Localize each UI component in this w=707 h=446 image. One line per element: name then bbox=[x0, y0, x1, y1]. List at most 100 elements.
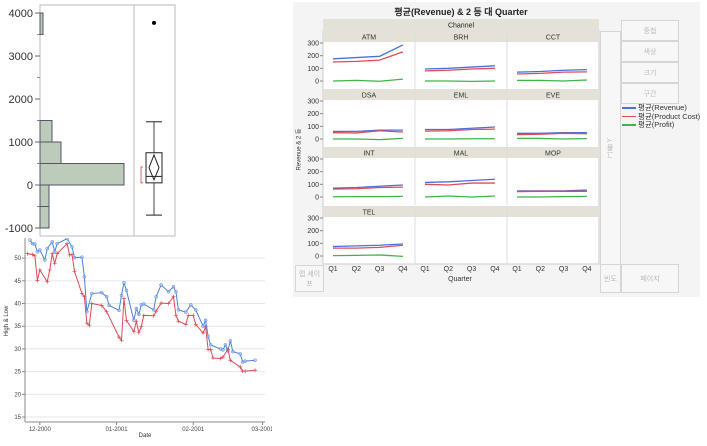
series-line bbox=[425, 126, 495, 131]
outlier-point bbox=[152, 20, 156, 25]
legend-label: 평균(Revenue) bbox=[638, 103, 687, 112]
data-point bbox=[253, 358, 257, 363]
x-tick-label: 12-2000 bbox=[29, 427, 52, 433]
facet-label-cct: CCT bbox=[546, 35, 561, 42]
y-tick-label: 15 bbox=[14, 415, 21, 421]
facet-label-brh: BRH bbox=[454, 35, 469, 42]
series-line bbox=[332, 78, 403, 82]
series-line bbox=[424, 182, 495, 186]
y-tick-label: 1000 bbox=[9, 137, 33, 149]
data-point bbox=[223, 343, 228, 347]
histogram-boxplot: -1000 0 1000 2000 3000 4000 bbox=[0, 0, 178, 238]
page-zone[interactable]: 페이지 bbox=[621, 264, 679, 293]
data-point bbox=[124, 288, 129, 293]
series-line bbox=[516, 71, 587, 75]
data-point bbox=[174, 289, 178, 294]
data-point bbox=[184, 310, 188, 314]
data-point bbox=[119, 338, 124, 343]
y-tick-label: 200 bbox=[307, 53, 319, 60]
legend-label: 평균(Profit) bbox=[638, 120, 675, 129]
data-point bbox=[243, 369, 248, 374]
size-zone[interactable]: 크기 bbox=[621, 62, 679, 83]
series-line bbox=[332, 44, 404, 60]
group-x-label: Channel bbox=[448, 23, 475, 30]
freq-zone[interactable]: 빈도 bbox=[600, 264, 621, 293]
series-line bbox=[517, 137, 587, 140]
data-point bbox=[228, 358, 233, 363]
data-point bbox=[141, 313, 146, 318]
y-tick-label: 25 bbox=[14, 370, 21, 376]
data-point bbox=[253, 368, 258, 373]
data-point bbox=[65, 241, 70, 246]
data-point bbox=[37, 267, 42, 272]
data-point bbox=[45, 246, 50, 251]
series-line bbox=[332, 254, 403, 258]
histogram-bar bbox=[39, 12, 44, 35]
y-tick-label: 200 bbox=[307, 169, 319, 176]
data-point bbox=[189, 303, 193, 307]
x-tick-label: Q4 bbox=[490, 266, 499, 273]
data-point bbox=[72, 255, 77, 260]
x-tick-label: Q1 bbox=[420, 266, 429, 273]
data-point bbox=[35, 250, 40, 254]
y-tick-label: 40 bbox=[14, 302, 21, 308]
data-point bbox=[117, 335, 122, 340]
y-tick-label: 0 bbox=[315, 137, 319, 144]
color-zone[interactable]: 색상 bbox=[621, 41, 679, 62]
stock-background bbox=[0, 225, 272, 446]
x-tick-label: 01-2001 bbox=[106, 427, 129, 433]
x-tick-label: Q1 bbox=[328, 266, 337, 273]
x-tick-label: 02-2001 bbox=[182, 427, 205, 433]
data-point bbox=[166, 289, 171, 294]
y-tick-label: 0 bbox=[315, 79, 319, 86]
facet-label-eml: EML bbox=[454, 93, 469, 100]
data-point bbox=[166, 301, 171, 306]
data-point bbox=[70, 252, 75, 257]
data-point bbox=[82, 274, 87, 279]
legend-swatch-cost bbox=[622, 115, 636, 118]
y-tick-label: 4000 bbox=[9, 8, 33, 20]
graph-builder-plot: Channel 0 100 200 300 ATM BRH CCT 0 100 200 300 DSA E… bbox=[307, 19, 600, 273]
graph-title: 평균(Revenue) & 2 등 대 Quarter bbox=[394, 7, 528, 17]
data-point bbox=[173, 313, 178, 318]
data-point bbox=[28, 238, 32, 242]
data-point bbox=[33, 242, 37, 246]
y-tick-label: 45 bbox=[14, 279, 21, 285]
facet-label-mop: MOP bbox=[545, 151, 561, 158]
data-point bbox=[43, 258, 47, 262]
data-point bbox=[176, 319, 181, 324]
x-tick-label: Q2 bbox=[536, 266, 545, 273]
series-line bbox=[516, 132, 587, 136]
data-point bbox=[231, 349, 235, 354]
series-line bbox=[333, 137, 403, 141]
data-point bbox=[151, 308, 156, 312]
data-point bbox=[201, 324, 205, 328]
data-point bbox=[119, 293, 124, 298]
x-tick-label: 03-2001 bbox=[252, 427, 272, 433]
overlay-zone[interactable]: 중첩 bbox=[621, 20, 679, 41]
data-point bbox=[131, 329, 136, 334]
facet-header-row bbox=[323, 206, 599, 217]
legend-swatch-revenue bbox=[622, 107, 636, 109]
y-tick-label: 300 bbox=[307, 99, 319, 106]
series-line bbox=[517, 79, 587, 82]
data-point bbox=[32, 253, 37, 258]
facet-header-row bbox=[323, 147, 599, 158]
y-tick-label: 100 bbox=[307, 182, 319, 189]
data-point bbox=[121, 296, 126, 301]
data-point bbox=[55, 241, 59, 246]
graph-ylabel: Revenue & 2 등 bbox=[296, 128, 303, 171]
data-point bbox=[55, 251, 60, 256]
data-point bbox=[193, 308, 198, 312]
y-tick-label: 0 bbox=[315, 195, 319, 202]
series-line bbox=[424, 67, 495, 72]
graph-xlabel: Quarter bbox=[448, 276, 472, 283]
group-y-zone[interactable]: 그룹 Y bbox=[600, 31, 621, 265]
interval-zone[interactable]: 구간 bbox=[621, 83, 679, 104]
data-point bbox=[124, 318, 129, 323]
data-point bbox=[243, 359, 247, 363]
data-point bbox=[193, 322, 198, 327]
x-tick-label: Q1 bbox=[512, 266, 521, 273]
map-shape-zone[interactable]: 맵 셰이프 bbox=[295, 265, 324, 292]
data-point bbox=[47, 267, 52, 272]
